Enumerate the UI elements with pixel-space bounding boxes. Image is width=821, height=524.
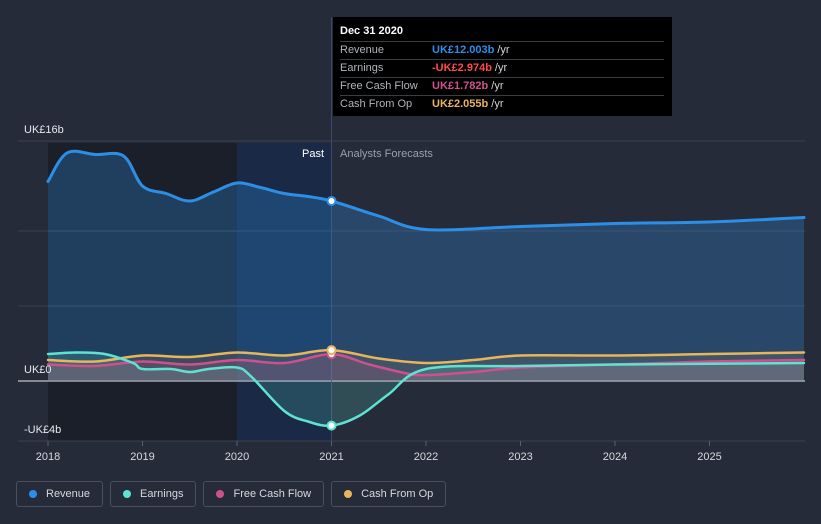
tooltip-unit: /yr [491, 98, 504, 110]
legend-label: Cash From Op [361, 488, 434, 500]
marker-revenue [326, 195, 337, 206]
y-label-zero: UK£0 [24, 364, 52, 376]
tooltip-row-earnings: Earnings -UK£2.974b /yr [340, 59, 664, 77]
line-cash-from-op [46, 348, 806, 365]
line-revenue [46, 149, 806, 232]
tooltip-name: Earnings [340, 62, 384, 74]
tooltip-name: Revenue [340, 44, 385, 56]
forecast-label: Analysts Forecasts [340, 148, 433, 160]
legend-dot-icon [29, 490, 37, 498]
tooltip-unit: /yr [494, 62, 508, 74]
y-label-top: UK£16b [24, 124, 64, 136]
marker-cash-from-op [326, 345, 337, 356]
tooltip-row-free-cash-flow: Free Cash Flow UK£1.782b /yr [340, 77, 664, 95]
y-label-bottom: -UK£4b [24, 424, 61, 436]
x-tick-label: 2021 [319, 451, 343, 463]
chart-legend: Revenue Earnings Free Cash Flow Cash Fro… [16, 481, 447, 509]
legend-item-free-cash-flow[interactable]: Free Cash Flow [203, 481, 325, 507]
tooltip-value: -UK£2.974b [432, 62, 492, 74]
x-tick-label: 2022 [414, 451, 438, 463]
tooltip-title: Dec 31 2020 [340, 25, 403, 37]
tooltip-value: UK£12.003b [432, 44, 495, 56]
tooltip-unit: /yr [497, 44, 510, 56]
tooltip-value: UK£1.782b [432, 80, 489, 92]
x-tick-label: 2018 [36, 451, 60, 463]
legend-item-cash-from-op[interactable]: Cash From Op [331, 481, 447, 507]
legend-label: Revenue [46, 488, 91, 500]
marker-earnings [326, 420, 337, 431]
x-tick-label: 2023 [508, 451, 532, 463]
tooltip-row-revenue: Revenue UK£12.003b /yr [340, 41, 664, 59]
data-tooltip: Dec 31 2020 Revenue UK£12.003b /yr Earni… [333, 17, 672, 116]
area-cash-from-op [48, 350, 804, 381]
tooltip-name: Cash From Op [340, 98, 413, 110]
tooltip-unit: /yr [491, 80, 504, 92]
legend-label: Earnings [140, 488, 184, 500]
area-earnings [48, 352, 804, 426]
legend-label: Free Cash Flow [233, 488, 312, 500]
x-tick-label: 2025 [697, 451, 721, 463]
tooltip-row-cash-from-op: Cash From Op UK£2.055b /yr [340, 95, 664, 113]
x-tick-label: 2020 [225, 451, 249, 463]
legend-item-earnings[interactable]: Earnings [110, 481, 197, 507]
line-earnings [46, 351, 806, 428]
past-label: Past [302, 148, 324, 160]
tooltip-name: Free Cash Flow [340, 80, 418, 92]
tooltip-value: UK£2.055b [432, 98, 489, 110]
legend-dot-icon [216, 490, 225, 498]
legend-item-revenue[interactable]: Revenue [16, 481, 104, 507]
legend-dot-icon [344, 490, 353, 498]
area-revenue [48, 151, 804, 381]
x-tick-label: 2024 [603, 451, 627, 463]
x-tick-label: 2019 [130, 451, 154, 463]
legend-dot-icon [123, 490, 132, 498]
